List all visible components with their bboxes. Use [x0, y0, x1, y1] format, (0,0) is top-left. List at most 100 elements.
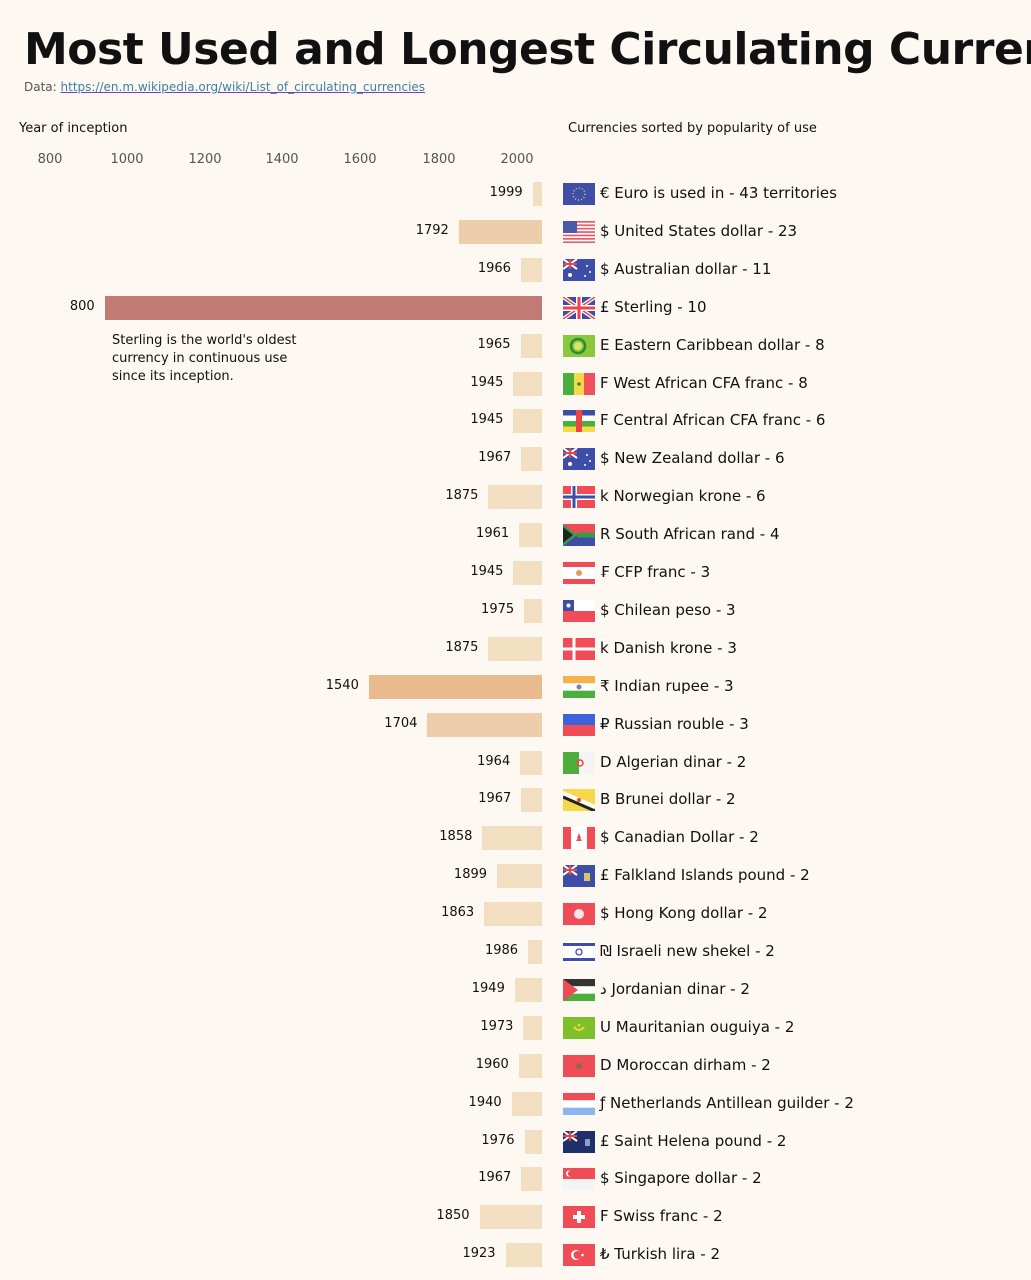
currency-label: £ Sterling - 10 — [600, 297, 707, 316]
bar-tr — [505, 1243, 542, 1268]
year-label: 1986 — [484, 943, 519, 958]
year-label: 800 — [69, 298, 95, 314]
year-label: 1850 — [436, 1208, 470, 1224]
flag-cl-icon — [563, 599, 595, 622]
bar-no — [488, 485, 542, 510]
year-label: 1960 — [475, 1056, 509, 1072]
flag-cf-icon — [563, 410, 595, 433]
bar-ru — [427, 712, 542, 737]
flag-ec-icon — [563, 334, 595, 357]
flag-hk-icon — [563, 903, 595, 926]
year-label: 1863 — [441, 905, 475, 921]
flag-an-icon — [563, 1092, 595, 1115]
year-label: 1949 — [471, 980, 505, 996]
x-tick-label: 2000 — [500, 152, 534, 167]
year-label: 1967 — [478, 791, 512, 807]
bar-ec — [520, 333, 542, 358]
currency-label: $ New Zealand dollar - 6 — [600, 449, 785, 468]
x-axis-title: Year of inception — [19, 121, 128, 136]
year-label: 1973 — [480, 1018, 514, 1034]
data-source: Data: https://en.m.wikipedia.org/wiki/Li… — [24, 80, 425, 94]
flag-sn-icon — [563, 372, 595, 395]
currency-label: F Central African CFA franc - 6 — [600, 411, 826, 430]
bar-au — [520, 257, 542, 282]
bar-cf — [513, 409, 542, 434]
year-label: 1899 — [453, 867, 488, 883]
flag-ch-icon — [563, 1206, 595, 1229]
currency-label: k Norwegian krone - 6 — [600, 487, 766, 506]
bar-gb — [104, 295, 542, 320]
bar-sn — [513, 371, 542, 396]
year-label: 1961 — [476, 526, 510, 542]
year-label: 1875 — [445, 488, 479, 504]
flag-ma-icon — [563, 1054, 595, 1077]
flag-au-icon — [563, 258, 595, 281]
currency-label: $ United States dollar - 23 — [600, 221, 798, 240]
year-label: 1704 — [384, 715, 418, 731]
currency-label: $ Australian dollar - 11 — [600, 259, 772, 278]
flag-sh-icon — [563, 1130, 595, 1153]
bar-hk — [484, 902, 542, 927]
flag-ru-icon — [563, 713, 595, 736]
flag-pf-icon — [563, 562, 595, 584]
currency-label: F Swiss franc - 2 — [600, 1207, 723, 1226]
bar-dk — [488, 636, 542, 661]
bar-in — [368, 674, 542, 699]
year-label: 1945 — [470, 564, 504, 579]
currency-label: ƒ Netherlands Antillean guilder - 2 — [600, 1093, 854, 1112]
year-label: 1792 — [415, 222, 449, 238]
year-label: 1967 — [478, 1170, 512, 1186]
flag-us-icon — [563, 220, 595, 243]
chart-title: Most Used and Longest Circulating Curren… — [24, 24, 1031, 75]
bar-bn — [521, 788, 542, 813]
currency-label: $ Hong Kong dollar - 2 — [600, 904, 768, 923]
flag-jo-icon — [563, 978, 595, 1001]
source-link[interactable]: https://en.m.wikipedia.org/wiki/List_of_… — [60, 80, 426, 94]
currency-label: ₺ Turkish lira - 2 — [600, 1245, 720, 1264]
year-label: 1923 — [462, 1246, 496, 1262]
year-label: 1540 — [325, 677, 359, 693]
currency-label: ₪ Israeli new shekel - 2 — [600, 942, 775, 960]
x-tick-label: 1200 — [188, 152, 222, 167]
currency-label: ₹ Indian rupee - 3 — [600, 676, 734, 695]
flag-dz-icon — [563, 751, 595, 774]
flag-no-icon — [563, 486, 595, 509]
flag-il-icon — [563, 941, 595, 963]
year-label: 1966 — [477, 260, 511, 276]
bar-za — [519, 523, 542, 548]
currency-label: € Euro is used in - 43 territories — [600, 184, 837, 202]
year-label: 1940 — [468, 1094, 502, 1110]
x-tick-label: 1000 — [110, 152, 144, 167]
bar-fk — [497, 864, 542, 889]
year-label: 1967 — [478, 450, 512, 466]
currency-label: k Danish krone - 3 — [600, 638, 737, 657]
currency-label: £ Falkland Islands pound - 2 — [600, 866, 810, 885]
currency-label: ₽ Russian rouble - 3 — [600, 714, 749, 733]
flag-fk-icon — [563, 865, 595, 888]
currency-label: $ Chilean peso - 3 — [600, 600, 736, 619]
year-label: 1975 — [481, 601, 515, 617]
bar-cl — [524, 598, 542, 623]
currency-label: D Algerian dinar - 2 — [600, 752, 747, 771]
bar-sh — [524, 1129, 542, 1154]
bar-us — [458, 219, 542, 244]
currency-label: $ Singapore dollar - 2 — [600, 1169, 762, 1188]
flag-ca-icon — [563, 827, 595, 850]
currency-label: R South African rand - 4 — [600, 525, 780, 544]
year-label: 1965 — [477, 336, 511, 352]
bar-an — [511, 1091, 542, 1116]
flag-eu-icon — [563, 183, 595, 205]
flag-bn-icon — [563, 789, 595, 812]
flag-au-icon — [563, 448, 595, 471]
currency-label: E Eastern Caribbean dollar - 8 — [600, 335, 825, 354]
currency-label: D Moroccan dirham - 2 — [600, 1055, 771, 1074]
currency-label: ₣ CFP franc - 3 — [600, 563, 711, 581]
x-tick-label: 1400 — [265, 152, 299, 167]
flag-gb-icon — [563, 296, 595, 319]
year-label: 1945 — [470, 374, 504, 390]
sterling-annotation: Sterling is the world's oldest currency … — [112, 333, 297, 384]
year-label: 1964 — [477, 753, 511, 769]
currency-label: د Jordanian dinar - 2 — [600, 979, 750, 998]
year-label: 1875 — [445, 639, 479, 655]
bar-mr — [523, 1015, 542, 1040]
